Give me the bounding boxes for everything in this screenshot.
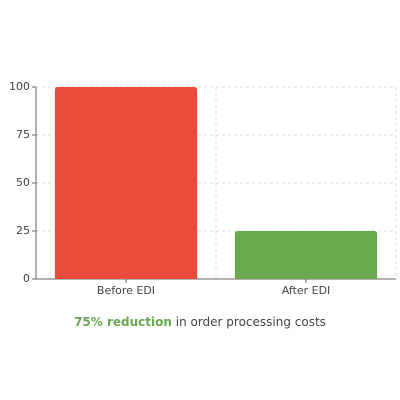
y-tick-label: 50	[16, 176, 30, 189]
y-tick-label: 75	[16, 128, 30, 141]
bar	[54, 87, 198, 279]
x-tick-label: Before EDI	[97, 284, 155, 297]
x-tick-label: After EDI	[282, 284, 331, 297]
y-tick-label: 0	[23, 272, 30, 285]
bar	[234, 231, 378, 279]
caption: 75% reduction in order processing costs	[0, 315, 400, 329]
y-tick-label: 100	[9, 80, 30, 93]
caption-highlight: 75% reduction	[74, 315, 172, 329]
y-tick-label: 25	[16, 224, 30, 237]
caption-text: in order processing costs	[175, 315, 326, 329]
